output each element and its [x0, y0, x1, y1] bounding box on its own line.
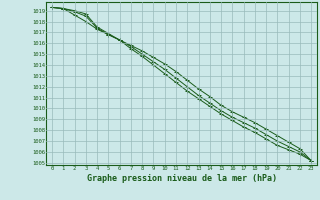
X-axis label: Graphe pression niveau de la mer (hPa): Graphe pression niveau de la mer (hPa)	[87, 174, 276, 183]
